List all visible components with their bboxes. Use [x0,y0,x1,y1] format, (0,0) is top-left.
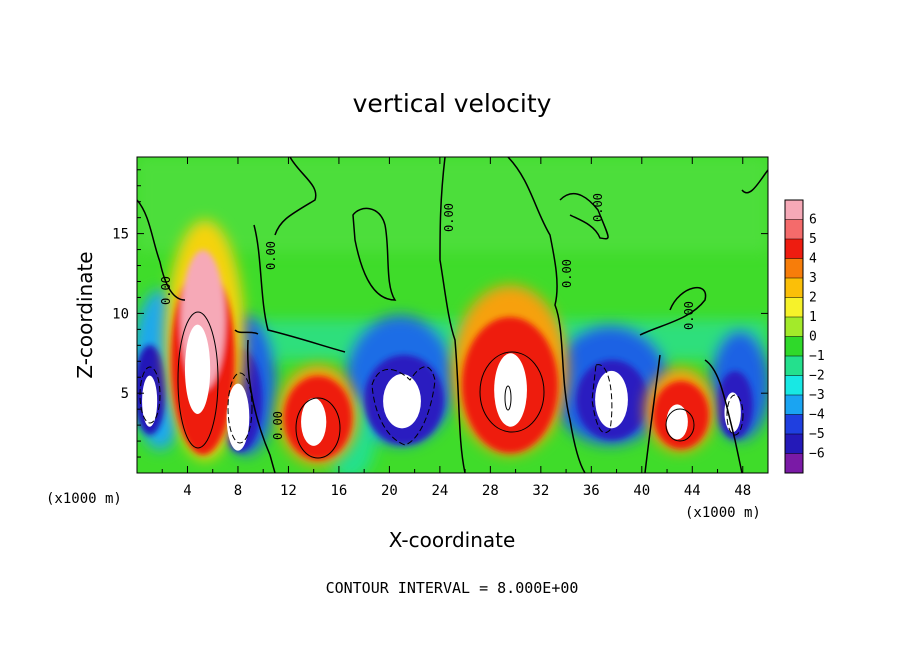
x-tick-label: 8 [234,483,242,499]
colorbar-label: 2 [809,291,817,306]
colorbar-label: 6 [809,213,817,228]
colorbar-swatch [785,453,803,474]
x-axis-unit-right: (x1000 m) [685,505,761,521]
y-axis-label: Z-coordinate [73,251,97,378]
colorbar-swatch [785,414,803,435]
x-axis-unit-left: (x1000 m) [46,491,122,507]
colorbar-swatch [785,356,803,376]
x-tick-label: 48 [734,483,751,499]
x-tick-label: 4 [183,483,191,499]
x-tick-label: 16 [330,483,347,499]
x-tick-label: 28 [482,483,499,499]
x-tick-label: 40 [633,483,650,499]
x-tick-label: 20 [381,483,398,499]
colorbar-label: 3 [809,271,817,286]
colorbar-label: 1 [809,310,817,325]
colorbar-label: 5 [809,232,817,247]
y-tick-label: 10 [112,306,129,322]
x-axis-label: X-coordinate [389,528,516,552]
x-tick-label: 12 [280,483,297,499]
colorbar: 6 5 4 3 2 1 0 −1 −2 −3 −4 −5 −6 [784,199,825,474]
colorbar-label: −3 [809,388,825,403]
plot-frame [136,156,769,474]
x-tick-label: 32 [532,483,549,499]
contour-interval-note: CONTOUR INTERVAL = 8.000E+00 [326,579,579,597]
colorbar-swatch [785,278,803,298]
data-cell [666,404,688,440]
contour-label: 0.00 [560,259,574,288]
colorbar-swatch [785,336,803,357]
x-axis-ticks: 4 8 12 16 20 24 28 32 36 40 44 48 [161,157,751,499]
y-tick-label: 15 [112,227,129,243]
colorbar-swatch [785,200,803,220]
colorbar-label: −5 [809,427,825,442]
colorbar-label: −4 [809,408,825,423]
contour-labels: 0.00 0.00 0.00 0.00 0.00 0.00 0.00 [159,193,696,440]
contour-label: 0.00 [159,276,173,305]
colorbar-label: 4 [809,252,817,267]
colorbar-swatch [785,395,803,415]
colorbar-swatch [785,375,803,396]
x-tick-label: 24 [431,483,448,499]
x-tick-label: 44 [684,483,701,499]
contour-label: 0.00 [442,203,456,232]
down-contours [139,364,744,446]
colorbar-label: −2 [809,369,825,384]
colorbar-swatch [785,434,803,454]
heatmap-field: 0.00 0.00 0.00 0.00 0.00 0.00 0.00 [137,157,768,473]
colorbar-swatch [785,219,803,240]
data-cell [184,324,211,414]
colorbar-label: −6 [809,447,825,462]
colorbar-swatch [785,239,803,259]
data-cells [142,324,741,451]
contour-label: 0.00 [682,301,696,330]
contour-label: 0.00 [591,193,605,222]
colorbar-swatch [785,317,803,337]
up-contours [177,311,695,459]
zero-contours [137,157,768,473]
data-cell [383,374,421,429]
data-cell [595,370,628,429]
colorbar-swatch [785,258,803,279]
colorbar-label: 0 [809,330,817,345]
data-cell [142,375,158,427]
x-tick-label: 36 [583,483,600,499]
colorbar-swatch [785,297,803,318]
contour-label: 0.00 [271,411,285,440]
contour-label: 0.00 [264,241,278,270]
data-cell [301,397,327,446]
data-cell [226,383,250,451]
colorbar-label: −1 [809,349,825,364]
y-axis-ticks: 5 10 15 [112,169,768,458]
chart-title: vertical velocity [353,89,552,118]
y-tick-label: 5 [121,386,129,402]
